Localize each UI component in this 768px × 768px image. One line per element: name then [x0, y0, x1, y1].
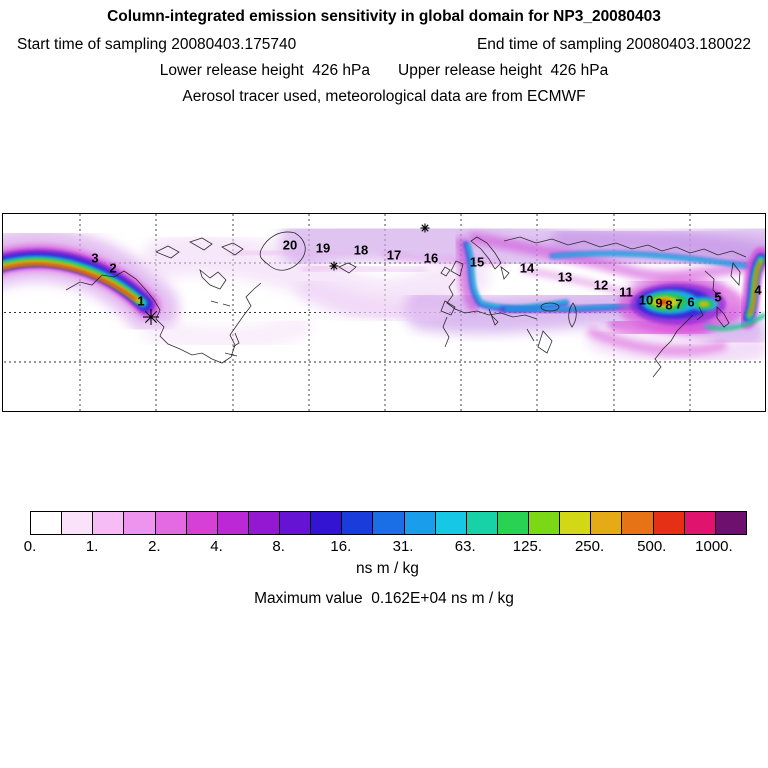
colorbar-tick-label: 500.: [637, 538, 667, 555]
colorbar-tick-label: 1000.: [695, 538, 733, 555]
colorbar-tick-label: 16.: [330, 538, 352, 555]
colorbar-segment: [403, 512, 435, 534]
sampling-times-row: Start time of sampling 20080403.175740 E…: [0, 35, 768, 54]
colorbar-segment: [247, 512, 279, 534]
lower-release-text: Lower release height 426 hPa: [159, 62, 370, 79]
colorbar-segment: [434, 512, 466, 534]
track-point-label: 3: [91, 250, 98, 265]
end-time-text: End time of sampling 20080403.180022: [476, 36, 751, 53]
colorbar-segment: [31, 512, 62, 534]
colorbar-tick-label: 2.: [148, 538, 161, 555]
colorbar-tick-label: 8.: [272, 538, 285, 555]
plume-field: [3, 214, 765, 366]
track-point-label: 10: [639, 292, 653, 307]
maximum-value-text: Maximum value 0.162E+04 ns m / kg: [254, 590, 514, 607]
colorbar-segment: [92, 512, 124, 534]
track-point-label: 20: [283, 237, 297, 252]
colorbar-tick-label: 63.: [454, 538, 476, 555]
colorbar-segment: [185, 512, 217, 534]
release-heights-row: Lower release height 426 hPa Upper relea…: [0, 61, 768, 80]
track-point-label: 7: [675, 296, 682, 311]
figure-title: Column-integrated emission sensitivity i…: [107, 8, 661, 25]
track-point-label: 8: [665, 297, 672, 312]
colorbar-tick-label: 1.: [85, 538, 99, 555]
upper-release-text: Upper release height 426 hPa: [398, 62, 609, 79]
colorbar-segment: [714, 512, 746, 534]
track-point-label: 1: [137, 293, 144, 308]
colorbar-segment: [652, 512, 684, 534]
colorbar-segment: [496, 512, 528, 534]
track-point-label: 14: [520, 260, 535, 275]
colorbar-segment: [559, 512, 591, 534]
colorbar-ticks: 0. 1. 2. 4. 8. 16. 31. 63. 125. 250. 500. 1000.: [24, 538, 745, 556]
tracer-info-text: Aerosol tracer used, meteorological data…: [182, 88, 586, 105]
track-point-label: 15: [470, 254, 484, 269]
colorbar-segment: [465, 512, 497, 534]
colorbar-units: ns m / kg: [356, 560, 419, 577]
start-time-text: Start time of sampling 20080403.175740: [17, 36, 297, 53]
track-point-label: 18: [354, 242, 368, 257]
colorbar-segment: [372, 512, 404, 534]
colorbar-segment: [310, 512, 342, 534]
colorbar-segment: [621, 512, 653, 534]
track-point-label: 17: [387, 247, 401, 262]
track-point-label: 5: [714, 289, 721, 304]
coastlines: [65, 231, 747, 378]
colorbar-segment: [61, 512, 93, 534]
asterisk-marker: [144, 310, 158, 324]
colorbar-segment: [683, 512, 715, 534]
sensitivity-map: 1 2 3 4 5 6 7 8 9 10 11 12 13 14 15 16 17 18 19 20: [2, 213, 766, 412]
track-point-label: 13: [558, 269, 572, 284]
asterisk-marker: [421, 224, 429, 232]
colorbar-segment: [341, 512, 373, 534]
colorbar-segment: [528, 512, 560, 534]
track-point-label: 6: [687, 294, 694, 309]
track-point-label: 19: [316, 240, 330, 255]
track-point-label: 16: [424, 250, 438, 265]
colorbar-segment: [123, 512, 155, 534]
colorbar-segment: [590, 512, 622, 534]
track-point-label: 2: [109, 260, 116, 275]
star-markers: [143, 223, 430, 325]
colorbar-tick-label: 4.: [210, 538, 223, 555]
track-point-label: 4: [754, 282, 762, 297]
colorbar-tick-label: 0.: [23, 538, 37, 555]
asterisk-marker: [330, 262, 338, 270]
colorbar-tick-label: 250.: [574, 538, 605, 555]
track-point-label: 9: [655, 295, 662, 310]
track-point-label: 11: [619, 284, 633, 299]
colorbar-segment: [279, 512, 311, 534]
colorbar-segment: [154, 512, 186, 534]
track-point-label: 12: [594, 277, 608, 292]
colorbar: [30, 511, 747, 535]
colorbar-tick-label: 31.: [392, 538, 414, 555]
colorbar-tick-label: 125.: [512, 538, 542, 555]
colorbar-segment: [216, 512, 248, 534]
